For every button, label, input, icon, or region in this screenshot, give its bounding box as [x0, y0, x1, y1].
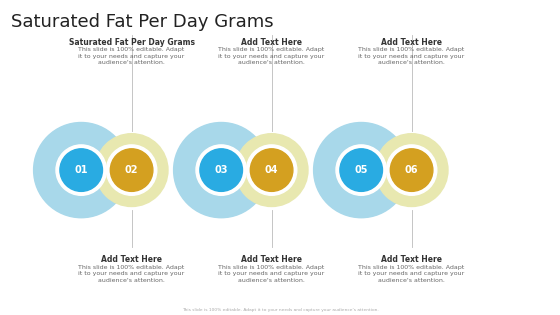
Text: 06: 06: [405, 165, 418, 175]
Text: 02: 02: [125, 165, 138, 175]
Ellipse shape: [56, 145, 106, 195]
Ellipse shape: [340, 149, 382, 192]
Text: Add Text Here: Add Text Here: [241, 38, 302, 47]
Ellipse shape: [106, 145, 157, 195]
Ellipse shape: [200, 149, 242, 192]
Ellipse shape: [196, 145, 246, 195]
Text: Add Text Here: Add Text Here: [241, 255, 302, 264]
Ellipse shape: [235, 134, 308, 207]
Ellipse shape: [95, 134, 168, 207]
Ellipse shape: [34, 123, 129, 218]
Text: This slide is 100% editable. Adapt
it to your needs and capture your
audience's : This slide is 100% editable. Adapt it to…: [218, 265, 325, 283]
Text: This slide is 100% editable. Adapt
it to your needs and capture your
audience's : This slide is 100% editable. Adapt it to…: [78, 47, 185, 66]
Ellipse shape: [250, 149, 293, 192]
Ellipse shape: [110, 149, 153, 192]
Ellipse shape: [336, 145, 386, 195]
Text: 05: 05: [354, 165, 368, 175]
Ellipse shape: [174, 123, 269, 218]
Text: This slide is 100% editable. Adapt
it to your needs and capture your
audience's : This slide is 100% editable. Adapt it to…: [78, 265, 185, 283]
Text: Add Text Here: Add Text Here: [381, 255, 442, 264]
Text: Saturated Fat Per Day Grams: Saturated Fat Per Day Grams: [11, 13, 274, 31]
Text: Add Text Here: Add Text Here: [381, 38, 442, 47]
Text: This slide is 100% editable. Adapt
it to your needs and capture your
audience's : This slide is 100% editable. Adapt it to…: [218, 47, 325, 66]
Text: This slide is 100% editable. Adapt
it to your needs and capture your
audience's : This slide is 100% editable. Adapt it to…: [358, 47, 465, 66]
Ellipse shape: [375, 134, 448, 207]
Text: 01: 01: [74, 165, 88, 175]
Text: Add Text Here: Add Text Here: [101, 255, 162, 264]
Text: This slide is 100% editable. Adapt it to your needs and capture your audience's : This slide is 100% editable. Adapt it to…: [181, 308, 379, 312]
Text: 04: 04: [265, 165, 278, 175]
Text: This slide is 100% editable. Adapt
it to your needs and capture your
audience's : This slide is 100% editable. Adapt it to…: [358, 265, 465, 283]
Ellipse shape: [60, 149, 102, 192]
Ellipse shape: [314, 123, 409, 218]
Ellipse shape: [386, 145, 437, 195]
Text: Saturated Fat Per Day Grams: Saturated Fat Per Day Grams: [68, 38, 195, 47]
Ellipse shape: [246, 145, 297, 195]
Ellipse shape: [390, 149, 433, 192]
Text: 03: 03: [214, 165, 228, 175]
